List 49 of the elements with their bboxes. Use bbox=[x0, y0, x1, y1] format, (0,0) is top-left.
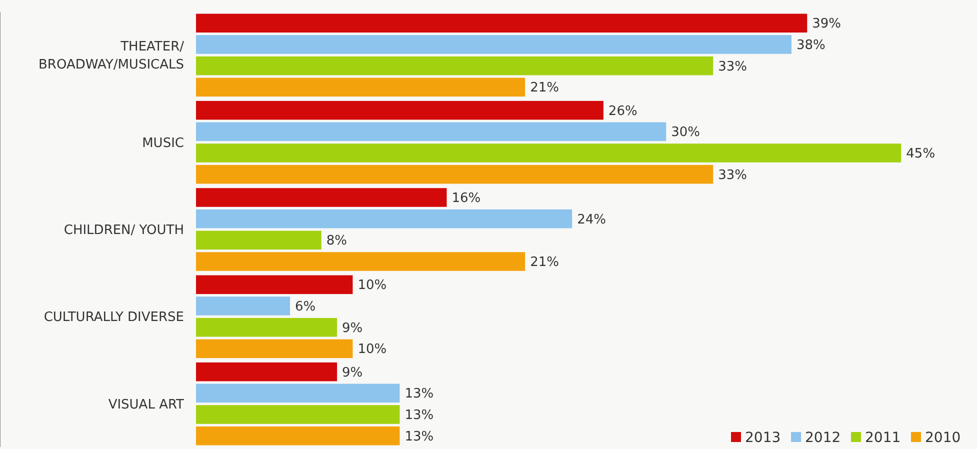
data-label: 26% bbox=[608, 104, 638, 119]
data-label: 24% bbox=[577, 212, 606, 228]
bar bbox=[196, 296, 290, 316]
bar bbox=[196, 275, 353, 294]
bar bbox=[196, 122, 666, 142]
bar bbox=[196, 35, 792, 54]
y-tick-label: THEATER/ BROADWAY/MUSICALS bbox=[38, 40, 185, 73]
bar bbox=[196, 188, 447, 207]
bar bbox=[196, 78, 526, 97]
legend-label: 2010 bbox=[925, 430, 961, 446]
y-tick-label: VISUAL ART bbox=[108, 397, 184, 412]
data-label: 13% bbox=[404, 408, 434, 424]
data-label: 45% bbox=[906, 146, 936, 162]
bar bbox=[196, 14, 808, 33]
y-tick-label: MUSIC bbox=[142, 136, 184, 151]
legend-label: 2011 bbox=[865, 430, 901, 446]
bar bbox=[196, 209, 572, 228]
y-tick-label: CHILDREN/ YOUTH bbox=[64, 223, 184, 238]
bar bbox=[196, 100, 604, 120]
bar bbox=[196, 426, 400, 446]
bar bbox=[196, 362, 338, 382]
y-tick-label: CULTURALLY DIVERSE bbox=[44, 310, 184, 326]
bar bbox=[196, 339, 353, 358]
data-label: 13% bbox=[404, 386, 434, 402]
bar bbox=[196, 144, 902, 162]
data-label: 13% bbox=[404, 429, 434, 444]
data-label: 30% bbox=[671, 125, 700, 140]
data-label: 8% bbox=[326, 234, 347, 249]
bar bbox=[196, 56, 714, 76]
legend-label: 2012 bbox=[805, 430, 841, 446]
legend-label: 2013 bbox=[745, 430, 781, 446]
data-label: 39% bbox=[812, 16, 842, 32]
bar bbox=[196, 164, 714, 184]
bar bbox=[196, 405, 400, 424]
data-label: 21% bbox=[530, 80, 559, 96]
data-label: 33% bbox=[718, 168, 748, 183]
bar bbox=[196, 252, 526, 271]
data-label: 10% bbox=[358, 278, 387, 294]
data-label: 16% bbox=[452, 191, 481, 206]
data-label: 21% bbox=[530, 255, 559, 270]
data-label: 9% bbox=[342, 320, 363, 336]
bar bbox=[196, 318, 338, 337]
data-label: 38% bbox=[796, 38, 826, 54]
bar bbox=[196, 384, 400, 403]
data-label: 9% bbox=[342, 365, 363, 380]
data-label: 10% bbox=[358, 342, 387, 358]
data-label: 33% bbox=[718, 59, 748, 74]
data-label: 6% bbox=[295, 300, 316, 315]
bar bbox=[196, 230, 322, 250]
